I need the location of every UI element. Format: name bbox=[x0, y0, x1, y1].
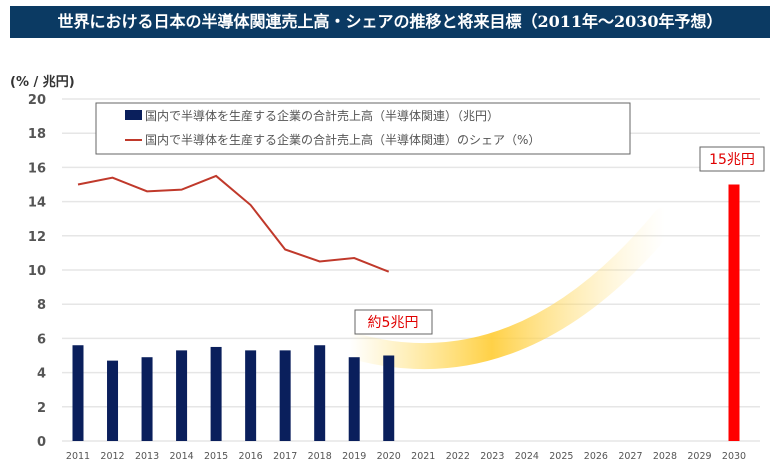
share-line bbox=[77, 174, 390, 273]
x-tick-label: 2029 bbox=[687, 451, 711, 462]
growth-arrow-arc bbox=[337, 207, 678, 369]
bar-2015 bbox=[210, 346, 222, 441]
x-tick-label: 2016 bbox=[239, 451, 263, 462]
annotation-2030-text: 15兆円 bbox=[709, 152, 755, 168]
x-tick-label: 2022 bbox=[446, 451, 470, 462]
bar-2030 bbox=[728, 184, 740, 441]
legend-swatch-bar bbox=[125, 110, 142, 120]
y-tick-label: 2 bbox=[37, 401, 46, 416]
chart-title: 世界における日本の半導体関連売上高・シェアの推移と将来目標（2011年〜2030… bbox=[10, 6, 770, 38]
bar-2014 bbox=[176, 350, 188, 441]
annotation-2020: 約5兆円 bbox=[354, 309, 433, 335]
x-tick-label: 2021 bbox=[411, 451, 435, 462]
x-tick-label: 2012 bbox=[100, 451, 124, 462]
x-tick-label: 2028 bbox=[653, 451, 677, 462]
x-tick-label: 2017 bbox=[273, 451, 297, 462]
y-tick-label: 8 bbox=[37, 298, 46, 313]
bar-2011 bbox=[72, 345, 84, 441]
y-tick-label: 18 bbox=[28, 127, 46, 142]
y-tick-label: 20 bbox=[28, 93, 46, 108]
annotation-2030: 15兆円 bbox=[699, 146, 765, 172]
x-tick-label: 2019 bbox=[342, 451, 366, 462]
y-tick-label: 16 bbox=[28, 161, 46, 176]
y-tick-label: 10 bbox=[28, 264, 46, 279]
bar-2016 bbox=[245, 350, 257, 441]
x-tick-label: 2013 bbox=[135, 451, 159, 462]
y-tick-label: 4 bbox=[37, 367, 46, 382]
x-tick-label: 2030 bbox=[722, 451, 746, 462]
bar-2018 bbox=[314, 345, 326, 441]
legend: 国内で半導体を生産する企業の合計売上高（半導体関連）（兆円） 国内で半導体を生産… bbox=[95, 102, 631, 155]
bar-2019 bbox=[348, 357, 360, 441]
x-tick-label: 2018 bbox=[308, 451, 332, 462]
annotation-2020-text: 約5兆円 bbox=[368, 315, 419, 331]
x-tick-label: 2024 bbox=[515, 451, 539, 462]
x-tick-label: 2023 bbox=[480, 451, 504, 462]
y-axis-label: (% / 兆円) bbox=[10, 74, 75, 90]
x-tick-label: 2025 bbox=[549, 451, 573, 462]
y-tick-label: 14 bbox=[28, 196, 46, 211]
x-tick-label: 2026 bbox=[584, 451, 608, 462]
y-tick-label: 12 bbox=[28, 230, 46, 245]
legend-label-line: 国内で半導体を生産する企業の合計売上高（半導体関連）のシェア（%） bbox=[145, 132, 540, 147]
x-tick-label: 2027 bbox=[618, 451, 642, 462]
y-tick-label: 0 bbox=[37, 435, 46, 450]
y-tick-label: 6 bbox=[37, 332, 46, 347]
x-tick-label: 2020 bbox=[377, 451, 401, 462]
legend-label-bar: 国内で半導体を生産する企業の合計売上高（半導体関連）（兆円） bbox=[145, 108, 499, 123]
bar-2020 bbox=[383, 355, 395, 441]
bar-2012 bbox=[107, 360, 119, 441]
bar-2013 bbox=[141, 357, 153, 441]
x-tick-label: 2015 bbox=[204, 451, 228, 462]
x-tick-label: 2014 bbox=[169, 451, 193, 462]
bar-2017 bbox=[279, 350, 291, 441]
x-tick-label: 2011 bbox=[66, 451, 90, 462]
